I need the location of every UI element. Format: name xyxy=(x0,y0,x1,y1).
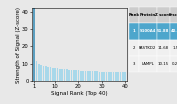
Bar xyxy=(89,71,91,81)
Bar xyxy=(124,72,126,81)
Bar xyxy=(47,67,49,81)
Bar xyxy=(73,70,75,81)
Text: 0.21: 0.21 xyxy=(172,62,177,66)
Bar xyxy=(38,64,40,81)
Bar xyxy=(43,66,44,81)
Bar xyxy=(75,70,77,81)
Bar xyxy=(59,69,61,81)
Text: 1.52: 1.52 xyxy=(172,46,177,50)
X-axis label: Signal Rank (Top 40): Signal Rank (Top 40) xyxy=(51,91,108,96)
Bar xyxy=(78,70,79,81)
Bar xyxy=(85,71,86,81)
Bar xyxy=(122,72,124,81)
Bar xyxy=(106,72,107,81)
Y-axis label: Strength of Signal (Z-score): Strength of Signal (Z-score) xyxy=(16,7,21,83)
Bar xyxy=(36,61,37,81)
Bar xyxy=(115,72,117,81)
Bar xyxy=(66,69,68,81)
Text: 3: 3 xyxy=(133,62,135,66)
Bar xyxy=(92,71,93,81)
Bar xyxy=(54,68,56,81)
Bar xyxy=(61,69,63,81)
Bar xyxy=(57,68,58,81)
Bar xyxy=(40,65,42,81)
Text: S-score: S-score xyxy=(169,13,177,17)
Bar xyxy=(94,71,96,81)
Bar xyxy=(103,72,105,81)
Text: Rank: Rank xyxy=(129,13,140,17)
Bar xyxy=(117,72,119,81)
Text: FASTKD2: FASTKD2 xyxy=(139,46,156,50)
Text: 51.88: 51.88 xyxy=(157,29,169,33)
Bar xyxy=(120,72,121,81)
Bar xyxy=(52,68,54,81)
Bar xyxy=(80,71,82,81)
Text: 2: 2 xyxy=(133,46,135,50)
Text: 11.68: 11.68 xyxy=(158,46,169,50)
Bar xyxy=(33,0,35,81)
Text: 40.21: 40.21 xyxy=(170,29,177,33)
Bar xyxy=(82,71,84,81)
Bar xyxy=(108,72,110,81)
Text: 1: 1 xyxy=(133,29,135,33)
Bar xyxy=(99,72,100,81)
Bar xyxy=(101,72,103,81)
Bar xyxy=(45,66,47,81)
Text: Protein: Protein xyxy=(140,13,156,17)
Bar xyxy=(68,70,70,81)
Bar xyxy=(110,72,112,81)
Bar xyxy=(50,67,51,81)
Text: S100A4: S100A4 xyxy=(140,29,156,33)
Bar xyxy=(87,71,89,81)
Bar xyxy=(64,69,65,81)
Bar xyxy=(113,72,114,81)
Bar xyxy=(96,71,98,81)
Text: Z score: Z score xyxy=(155,13,171,17)
Bar xyxy=(71,70,72,81)
Text: 10.15: 10.15 xyxy=(158,62,169,66)
Text: LAMPL: LAMPL xyxy=(141,62,154,66)
